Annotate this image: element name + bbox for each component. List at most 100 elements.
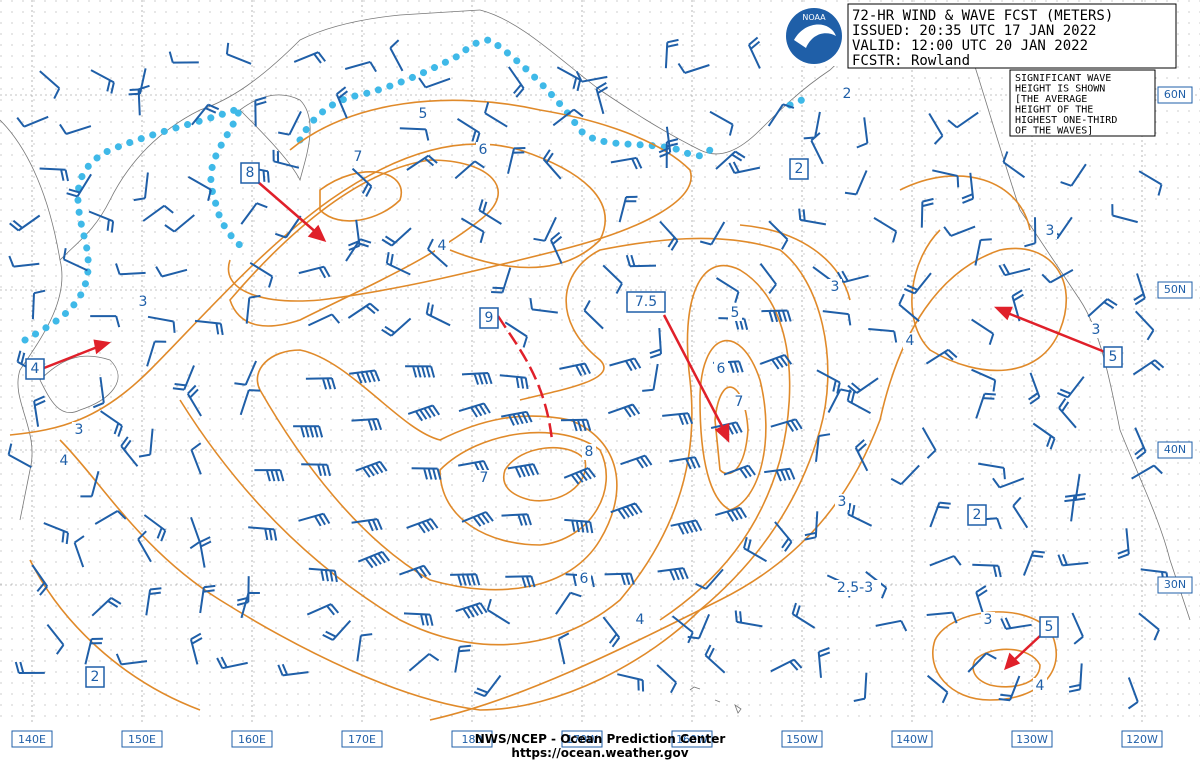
wind-barb bbox=[507, 147, 526, 174]
wind-barb bbox=[816, 369, 841, 394]
wind-barb bbox=[9, 214, 41, 232]
contour-label: 7 bbox=[354, 149, 363, 165]
contour-label-bg bbox=[416, 106, 430, 122]
wind-barb bbox=[868, 328, 898, 343]
wind-barb bbox=[138, 428, 154, 458]
wind-barb bbox=[427, 238, 448, 268]
wind-barb bbox=[559, 362, 591, 376]
boxed-label-frame bbox=[626, 291, 666, 313]
wind-barb bbox=[46, 623, 65, 655]
lat-label-box bbox=[1157, 441, 1193, 459]
wind-barb bbox=[133, 172, 149, 202]
note-line: SIGNIFICANT WAVE bbox=[1015, 73, 1111, 84]
wind-barb bbox=[450, 573, 481, 586]
wind-barb bbox=[199, 536, 212, 568]
lon-label-box bbox=[11, 730, 53, 748]
note-frame bbox=[1009, 69, 1156, 137]
contour-label: 5 bbox=[419, 106, 428, 122]
wind-barb bbox=[381, 317, 412, 337]
wind-barb bbox=[14, 661, 45, 674]
wind-barb bbox=[1138, 612, 1160, 641]
contour-label: 4 bbox=[1036, 678, 1045, 694]
wind-barb bbox=[1071, 612, 1084, 645]
wind-barb bbox=[542, 149, 562, 180]
wind-barb bbox=[356, 633, 373, 662]
header-forecaster: FCSTR: Rowland bbox=[852, 53, 970, 69]
wind-barb bbox=[1068, 663, 1083, 693]
wind-barb bbox=[1131, 464, 1163, 480]
wind-barb bbox=[507, 66, 525, 98]
wind-barb bbox=[351, 167, 373, 197]
wind-barb bbox=[254, 96, 267, 127]
wind-barb bbox=[602, 264, 623, 294]
wind-barb bbox=[31, 289, 46, 320]
wind-barb bbox=[187, 176, 212, 202]
wind-barb bbox=[322, 620, 352, 641]
wind-barb bbox=[293, 51, 326, 64]
wind-barb bbox=[80, 471, 100, 498]
wind-barb bbox=[529, 297, 558, 314]
wind-barb bbox=[239, 389, 261, 416]
wind-barb bbox=[344, 60, 377, 73]
contour-label: 4 bbox=[636, 612, 645, 628]
wind-barb bbox=[306, 603, 340, 616]
wind-barb bbox=[234, 360, 258, 386]
wind-barbs bbox=[7, 36, 1170, 710]
boxed-label-frame bbox=[479, 307, 499, 329]
wind-barb bbox=[947, 111, 979, 129]
wind-barb bbox=[715, 506, 748, 522]
wind-barb bbox=[549, 231, 563, 265]
wind-barb bbox=[43, 522, 69, 545]
header: NOAA 72-HR WIND & WAVE FCST (METERS) ISS… bbox=[778, 3, 1177, 69]
wind-barb bbox=[381, 227, 412, 247]
lon-label: 170W bbox=[566, 733, 598, 746]
wind-barb bbox=[1134, 427, 1147, 460]
lon-label: 140W bbox=[896, 733, 928, 746]
contour-label-bg bbox=[714, 361, 728, 377]
wind-barb bbox=[971, 368, 997, 392]
lon-label: 120W bbox=[1126, 733, 1158, 746]
wind-barb bbox=[664, 38, 679, 69]
wind-barb bbox=[191, 103, 220, 126]
wind-barb bbox=[770, 418, 803, 433]
wind-barb bbox=[225, 42, 252, 65]
boxed-label-frame bbox=[85, 666, 105, 688]
contour-label-bg bbox=[582, 444, 596, 460]
wind-barb bbox=[798, 208, 827, 226]
wind-barb bbox=[791, 602, 816, 629]
wind-barb bbox=[406, 154, 438, 171]
wind-barb bbox=[146, 340, 167, 367]
wind-barb bbox=[998, 675, 1021, 702]
wind-barb bbox=[925, 348, 958, 365]
wind-barb bbox=[575, 70, 608, 83]
boxed-label: 8 bbox=[246, 165, 255, 181]
wind-barb bbox=[399, 564, 432, 579]
wind-barb bbox=[172, 365, 195, 391]
wind-barb bbox=[556, 66, 582, 92]
wind-barb bbox=[351, 518, 383, 532]
contour-label-bg bbox=[829, 580, 881, 596]
wind-barb bbox=[278, 110, 302, 136]
contour-label-bg bbox=[477, 470, 491, 486]
contour-label: 3 bbox=[1092, 322, 1101, 338]
wind-barb bbox=[715, 150, 746, 170]
wind-barb bbox=[1070, 493, 1086, 522]
wind-barb bbox=[399, 127, 430, 141]
footer: NWS/NCEP - Ocean Prediction Center https… bbox=[475, 732, 726, 760]
wind-barb bbox=[847, 503, 873, 527]
contour-label-bg bbox=[577, 571, 591, 587]
wind-barb bbox=[408, 653, 440, 672]
wind-barb bbox=[618, 195, 638, 223]
wind-barb bbox=[59, 123, 92, 135]
wind-barb bbox=[903, 272, 932, 295]
boxed-label-frame bbox=[1039, 616, 1059, 638]
wind-barb bbox=[143, 514, 167, 542]
logo-bird bbox=[794, 24, 836, 48]
wind-barb bbox=[715, 277, 740, 303]
contour-label-bg bbox=[840, 86, 854, 102]
contour-label: 3 bbox=[75, 422, 84, 438]
wind-barb bbox=[932, 169, 960, 188]
contour-label: 3 bbox=[139, 294, 148, 310]
wind-barb bbox=[695, 568, 724, 590]
wind-barb bbox=[1032, 422, 1056, 450]
